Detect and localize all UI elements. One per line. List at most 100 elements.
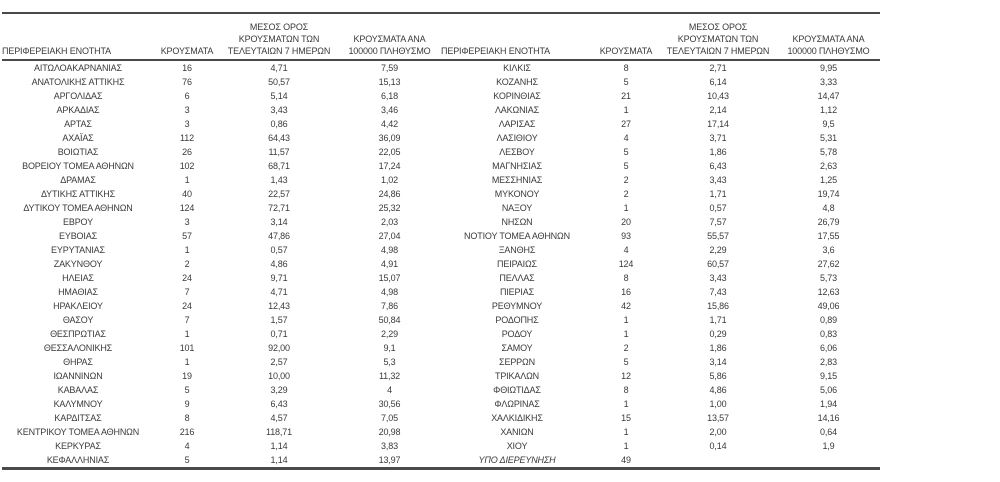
avg7-cell: 60,57: [707, 259, 729, 269]
cases-cell: 112: [180, 133, 194, 143]
avg7-cell: 2,71: [709, 63, 727, 73]
cases-cell: 16: [621, 287, 631, 297]
table-row: ΚΑΛΥΜΝΟΥ 9 6,43 30,56 ΦΛΩΡΙΝΑΣ 1 1,00 1,94: [2, 397, 880, 411]
header-cases-right: ΚΡΟΥΣΜΑΤΑ: [593, 13, 659, 61]
per100k-cell: 24,86: [378, 189, 401, 199]
avg7-cell: 15,86: [707, 301, 729, 311]
header-per100k-left: ΚΡΟΥΣΜΑΤΑ ΑΝΑ 100000 ΠΛΗΘΥΣΜΟ: [338, 13, 441, 61]
region-cell: ΚΕΝΤΡΙΚΟΥ ΤΟΜΕΑ ΑΘΗΝΩΝ: [16, 427, 140, 437]
header-region-left: ΠΕΡΙΦΕΡΕΙΑΚΗ ΕΝΟΤΗΤΑ: [2, 13, 154, 61]
cases-cell: 5: [623, 161, 629, 171]
cases-cell: 8: [623, 63, 629, 73]
region-cell: ΒΟΡΕΙΟΥ ΤΟΜΕΑ ΑΘΗΝΩΝ: [22, 161, 134, 171]
header-per100k-right: ΚΡΟΥΣΜΑΤΑ ΑΝΑ 100000 ΠΛΗΘΥΣΜΟ: [777, 13, 880, 61]
per100k-cell: 13,97: [378, 455, 401, 465]
per100k-cell: 4,98: [381, 245, 398, 255]
per100k-cell: 7,05: [381, 413, 398, 423]
header-avg7-right: ΜΕΣΟΣ ΟΡΟΣ ΚΡΟΥΣΜΑΤΩΝ ΤΩΝ ΤΕΛΕΥΤΑΙΩΝ 7 Η…: [659, 13, 777, 61]
avg7-cell: 6,43: [709, 161, 727, 171]
avg7-cell: 4,71: [270, 287, 288, 297]
region-cell: ΜΕΣΣΗΝΙΑΣ: [491, 175, 543, 185]
header-per100k-line: 100000 ΠΛΗΘΥΣΜΟ: [787, 46, 870, 56]
avg7-cell: 55,57: [707, 231, 729, 241]
per100k-cell: 5,3: [383, 357, 396, 367]
cases-cell: 24: [182, 301, 192, 311]
region-cell: ΧΙΟΥ: [506, 441, 528, 451]
avg7-cell: 11,57: [268, 147, 290, 157]
per100k-cell: 19,74: [817, 189, 840, 199]
cases-cell: 57: [182, 231, 192, 241]
cases-cell: 15: [621, 413, 631, 423]
per100k-cell: 15,13: [378, 77, 401, 87]
per100k-cell: 9,15: [820, 371, 837, 381]
per100k-cell: 7,86: [381, 301, 398, 311]
table-row: ΘΕΣΣΑΛΟΝΙΚΗΣ 101 92,00 9,1 ΣΑΜΟΥ 2 1,86 6,06: [2, 341, 880, 355]
region-cell: ΚΟΡΙΝΘΙΑΣ: [493, 91, 541, 101]
cases-cell: 3: [184, 119, 190, 129]
region-cell: ΡΕΘΥΜΝΟΥ: [491, 301, 543, 311]
cases-cell: 42: [621, 301, 631, 311]
avg7-cell: 6,43: [270, 399, 288, 409]
region-cell: ΛΕΣΒΟΥ: [499, 147, 535, 157]
cases-cell: 2: [623, 189, 629, 199]
cases-cell: 3: [184, 105, 190, 115]
region-cell: ΙΩΑΝΝΙΝΩΝ: [53, 371, 103, 381]
per100k-cell: 0,64: [820, 427, 837, 437]
header-per100k-line: ΚΡΟΥΣΜΑΤΑ ΑΝΑ: [792, 34, 865, 44]
region-cell: ΘΗΡΑΣ: [63, 357, 93, 367]
avg7-cell: 4,57: [270, 413, 288, 423]
region-cell: ΥΠΟ ΔΙΕΡΕΥΝΗΣΗ: [478, 455, 556, 465]
region-cell: ΚΑΡΔΙΤΣΑΣ: [54, 413, 102, 423]
cases-cell: 5: [623, 77, 629, 87]
per100k-cell: 4: [387, 385, 392, 395]
avg7-cell: 17,14: [707, 119, 729, 129]
region-cell: ΖΑΚΥΝΘΟΥ: [53, 259, 103, 269]
cases-cell: 101: [179, 343, 195, 353]
cases-cell: 93: [621, 231, 631, 241]
region-cell: ΚΙΛΚΙΣ: [503, 63, 531, 73]
table-row: ΕΥΒΟΙΑΣ 57 47,86 27,04 ΝΟΤΙΟΥ ΤΟΜΕΑ ΑΘΗΝΩΝ 93…: [2, 229, 880, 243]
per100k-cell: 14,47: [817, 91, 840, 101]
region-cell: ΡΟΔΟΥ: [501, 329, 533, 339]
avg7-cell: 2,14: [709, 105, 727, 115]
table-row: ΖΑΚΥΝΘΟΥ 2 4,86 4,91 ΠΕΙΡΑΙΩΣ 124 60,57 27,62: [2, 257, 880, 271]
cases-cell: 1: [623, 399, 629, 409]
cases-cell: 5: [623, 147, 629, 157]
avg7-cell: 0,29: [709, 329, 727, 339]
avg7-cell: 1,43: [270, 175, 288, 185]
per100k-cell: 5,78: [820, 147, 837, 157]
per100k-cell: 2,29: [381, 329, 398, 339]
per100k-cell: 27,04: [378, 231, 401, 241]
table-row: ΘΕΣΠΡΩΤΙΑΣ 1 0,71 2,29 ΡΟΔΟΥ 1 0,29 0,83: [2, 327, 880, 341]
per100k-cell: 25,32: [378, 203, 401, 213]
region-cell: ΑΧΑΪΑΣ: [62, 133, 94, 143]
region-cell: ΦΘΙΩΤΙΔΑΣ: [493, 385, 541, 395]
cases-cell: 76: [182, 77, 192, 87]
avg7-cell: 2,00: [709, 427, 727, 437]
region-cell: ΝΑΞΟΥ: [501, 203, 533, 213]
region-cell: ΛΑΣΙΘΙΟΥ: [496, 133, 538, 143]
avg7-cell: 1,71: [709, 189, 727, 199]
region-cell: ΗΡΑΚΛΕΙΟΥ: [53, 301, 103, 311]
avg7-cell: 0,57: [709, 203, 727, 213]
per100k-cell: 11,32: [378, 371, 401, 381]
cases-cell: 5: [623, 357, 629, 367]
avg7-cell: 3,14: [709, 357, 727, 367]
table-row: ΚΑΒΑΛΑΣ 5 3,29 4 ΦΘΙΩΤΙΔΑΣ 8 4,86 5,06: [2, 383, 880, 397]
per100k-cell: 4,91: [381, 259, 398, 269]
cases-cell: 1: [623, 203, 629, 213]
per100k-cell: 1,02: [381, 175, 398, 185]
cases-cell: 27: [621, 119, 631, 129]
table-row: ΑΡΓΟΛΙΔΑΣ 6 5,14 6,18 ΚΟΡΙΝΘΙΑΣ 21 10,43 14,47: [2, 89, 880, 103]
cases-cell: 19: [182, 371, 192, 381]
avg7-cell: 50,57: [268, 77, 290, 87]
cases-cell: 9: [184, 399, 190, 409]
per100k-cell: 3,6: [822, 245, 835, 255]
per100k-cell: 9,1: [383, 343, 396, 353]
cases-cell: 21: [621, 91, 631, 101]
per100k-cell: 26,79: [817, 217, 840, 227]
avg7-cell: 1,86: [709, 147, 727, 157]
region-cell: ΣΑΜΟΥ: [501, 343, 533, 353]
avg7-cell: 68,71: [268, 161, 290, 171]
cases-cell: 5: [184, 455, 190, 465]
